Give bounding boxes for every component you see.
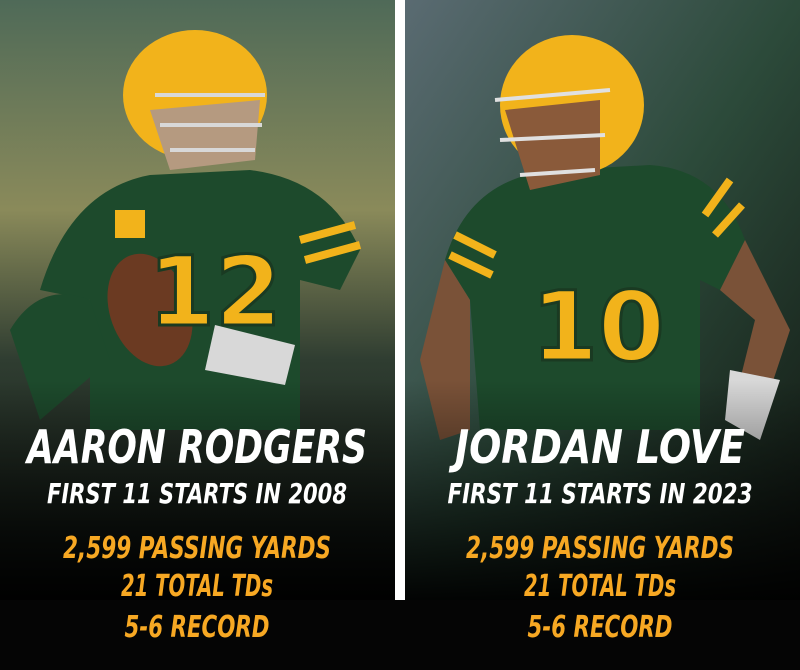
jersey-number: 12	[148, 236, 282, 348]
subtitle: FIRST 11 STARTS IN 2023	[448, 477, 753, 510]
stat: 5-6 RECORD	[125, 610, 270, 645]
left-photo: 12	[0, 0, 395, 600]
stat: 21 TOTAL TDs	[524, 569, 676, 604]
player-name: JORDAN LOVE	[448, 420, 745, 474]
stat: 2,599 PASSING YARDS	[63, 531, 331, 566]
stat: 5-6 RECORD	[528, 610, 673, 645]
subtitle: FIRST 11 STARTS IN 2008	[47, 477, 347, 510]
stat: 2,599 PASSING YARDS	[466, 531, 734, 566]
player-name: AARON RODGERS	[25, 420, 367, 474]
stat: 21 TOTAL TDs	[121, 569, 273, 604]
jersey-number: 10	[531, 271, 665, 383]
